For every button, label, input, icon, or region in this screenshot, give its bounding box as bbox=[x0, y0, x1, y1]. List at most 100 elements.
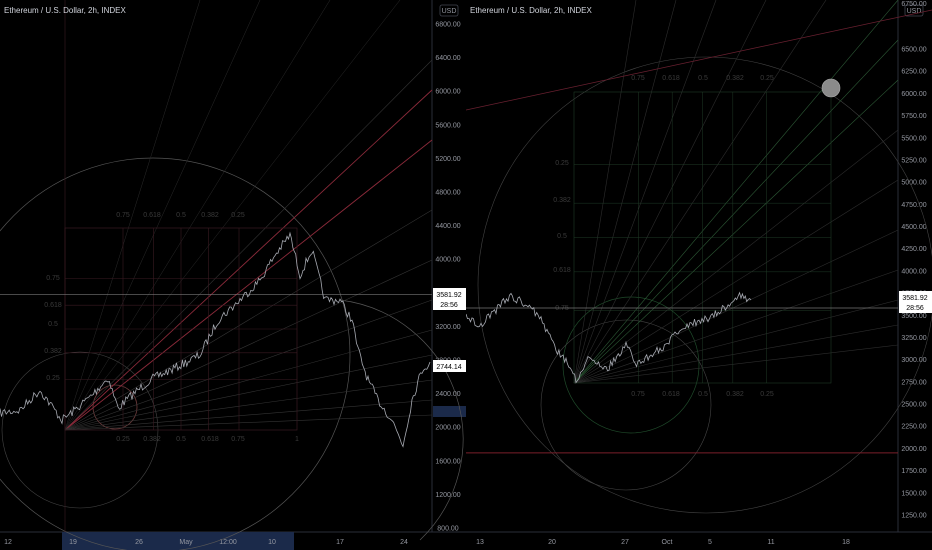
fib-top-label: 0.618 bbox=[143, 212, 161, 219]
price-tick-left: 6400.00 bbox=[435, 55, 460, 62]
fib-bottom-label: 0.5 bbox=[176, 436, 186, 443]
fib-fan-line-right bbox=[573, 129, 899, 384]
fib-fan-line bbox=[64, 299, 433, 431]
fib-side-label-right: 0.618 bbox=[553, 267, 571, 274]
fib-top-label-right: 0.25 bbox=[760, 75, 774, 82]
fib-circle-small bbox=[92, 384, 138, 430]
price-tick-right: 1250.00 bbox=[901, 513, 926, 520]
fib-fan-line-right bbox=[573, 0, 677, 384]
time-tick-left: 10 bbox=[268, 539, 276, 546]
trend-line-red-right bbox=[466, 9, 932, 111]
price-tick-right: 2750.00 bbox=[901, 379, 926, 386]
fib-fan-line-right bbox=[573, 324, 899, 384]
time-tick-right: 11 bbox=[767, 539, 774, 546]
fib-fan-line-right bbox=[573, 344, 899, 384]
fib-circle-medium-right bbox=[540, 319, 712, 491]
fib-top-label: 0.75 bbox=[116, 212, 130, 219]
fib-fan-line bbox=[64, 379, 433, 431]
chart-pane-right[interactable]: USD 6500.00 6250.00 6000.00 5750.00 5500.00 52… bbox=[466, 0, 932, 550]
price-tick-left: 5200.00 bbox=[435, 156, 460, 163]
currency-box-right bbox=[904, 4, 924, 17]
fib-side-label: 0.75 bbox=[46, 275, 60, 282]
time-range-highlight-left bbox=[62, 532, 294, 550]
current-price-tag-right bbox=[899, 291, 932, 313]
price-tick-right: 3500.00 bbox=[901, 313, 926, 320]
fib-bottom-label: 0.618 bbox=[201, 436, 219, 443]
price-tick-right: 6500.00 bbox=[901, 47, 926, 54]
time-tick-right: 5 bbox=[708, 539, 712, 546]
fib-bottom-label: 0.382 bbox=[143, 436, 161, 443]
fib-fan-line-right bbox=[573, 79, 899, 384]
price-chart-right[interactable]: USD6500.006250.006000.005750.005500.0052… bbox=[466, 0, 932, 550]
fib-side-label-right: 0.5 bbox=[557, 233, 567, 240]
price-axis-left bbox=[432, 0, 466, 550]
time-tick-left: 24 bbox=[400, 539, 408, 546]
price-tick-right: 5250.00 bbox=[901, 157, 926, 164]
fib-side-label: 0.382 bbox=[44, 348, 62, 355]
fib-bottom-label-right: 0.618 bbox=[662, 391, 680, 398]
fib-fan-line-top bbox=[64, 0, 201, 431]
currency-box-left bbox=[439, 4, 459, 17]
time-tick-left: 19 bbox=[69, 539, 77, 546]
price-tick-right: 4750.00 bbox=[901, 202, 926, 209]
price-tick-right: 2000.00 bbox=[901, 446, 926, 453]
fib-bottom-label-right: 0.75 bbox=[631, 391, 645, 398]
fib-top-label: 0.25 bbox=[231, 212, 245, 219]
fib-fan-line-top bbox=[64, 0, 261, 431]
fib-top-label-right: 0.618 bbox=[662, 75, 680, 82]
price-series-right bbox=[466, 291, 752, 384]
fib-fan-line-right bbox=[573, 0, 899, 384]
fib-side-label: 0.25 bbox=[46, 375, 60, 382]
fib-fan-line-top bbox=[64, 0, 331, 431]
currency-label-left: USD bbox=[442, 8, 457, 15]
price-tick-right: 4500.00 bbox=[901, 224, 926, 231]
price-tick-right: 6250.00 bbox=[901, 69, 926, 76]
fib-side-label-right: 0.382 bbox=[553, 197, 571, 204]
fib-top-label: 0.382 bbox=[201, 212, 219, 219]
time-tick-right: Oct bbox=[662, 539, 673, 546]
fib-top-label-right: 0.75 bbox=[631, 75, 645, 82]
fib-fan-line-right bbox=[573, 179, 899, 384]
fib-top-label: 0.5 bbox=[176, 212, 186, 219]
price-tick-right: 4250.00 bbox=[901, 246, 926, 253]
fib-circle-large bbox=[0, 157, 351, 550]
fib-bottom-label-right: 0.382 bbox=[726, 391, 744, 398]
price-tick-left: 6000.00 bbox=[435, 89, 460, 96]
time-tick-left: May bbox=[179, 539, 193, 546]
chart-title-right: Ethereum / U.S. Dollar, 2h, INDEX bbox=[470, 6, 592, 15]
fib-side-label: 0.618 bbox=[44, 302, 62, 309]
marker-circle-right bbox=[821, 78, 841, 98]
time-tick-right: 27 bbox=[621, 539, 629, 546]
fib-top-label-right: 0.382 bbox=[726, 75, 744, 82]
currency-label-right: USD bbox=[907, 8, 922, 15]
price-tick-left: 1600.00 bbox=[435, 458, 460, 465]
chart-pane-left[interactable]: USD 6800.00 6400.00 6000.00 5600.00 5200.00 48… bbox=[0, 0, 466, 550]
time-tick-right: 18 bbox=[842, 539, 850, 546]
current-price-value-right: 3581.92 bbox=[902, 295, 927, 302]
price-chart-left[interactable]: USD 6800.00 6400.00 6000.00 5600.00 5200.00 48… bbox=[0, 0, 466, 550]
price-tick-right: 5500.00 bbox=[901, 135, 926, 142]
fib-fan-line-right bbox=[573, 269, 899, 384]
price-tick-right: 1500.00 bbox=[901, 490, 926, 497]
price-tick-right-partial: 6750.00 bbox=[901, 1, 926, 8]
time-tick-right: 20 bbox=[548, 539, 556, 546]
time-tick-left: 26 bbox=[135, 539, 143, 546]
fib-fan-line bbox=[64, 259, 433, 431]
price-tick-right: 5000.00 bbox=[901, 180, 926, 187]
fib-side-label-right: 0.75 bbox=[555, 305, 569, 312]
price-tick-right: 3250.00 bbox=[901, 335, 926, 342]
price-tick-left: 3200.00 bbox=[435, 324, 460, 331]
fib-side-label-right: 0.25 bbox=[555, 160, 569, 167]
price-tick-left: 2400.00 bbox=[435, 391, 460, 398]
price-tick-right: 2500.00 bbox=[901, 402, 926, 409]
time-tick-left: 12:00 bbox=[219, 539, 237, 546]
price-tick-left: 800.00 bbox=[437, 526, 459, 533]
fib-fan-line bbox=[64, 414, 433, 431]
fib-fan-line-right bbox=[573, 39, 899, 384]
fib-fan-line-right bbox=[573, 0, 637, 384]
countdown-value-left: 28:56 bbox=[440, 302, 458, 309]
price-tick-left: 2000.00 bbox=[435, 425, 460, 432]
fib-fan-line bbox=[64, 139, 433, 431]
fib-fan-line bbox=[64, 399, 433, 431]
fib-bottom-label-right: 0.25 bbox=[760, 391, 774, 398]
